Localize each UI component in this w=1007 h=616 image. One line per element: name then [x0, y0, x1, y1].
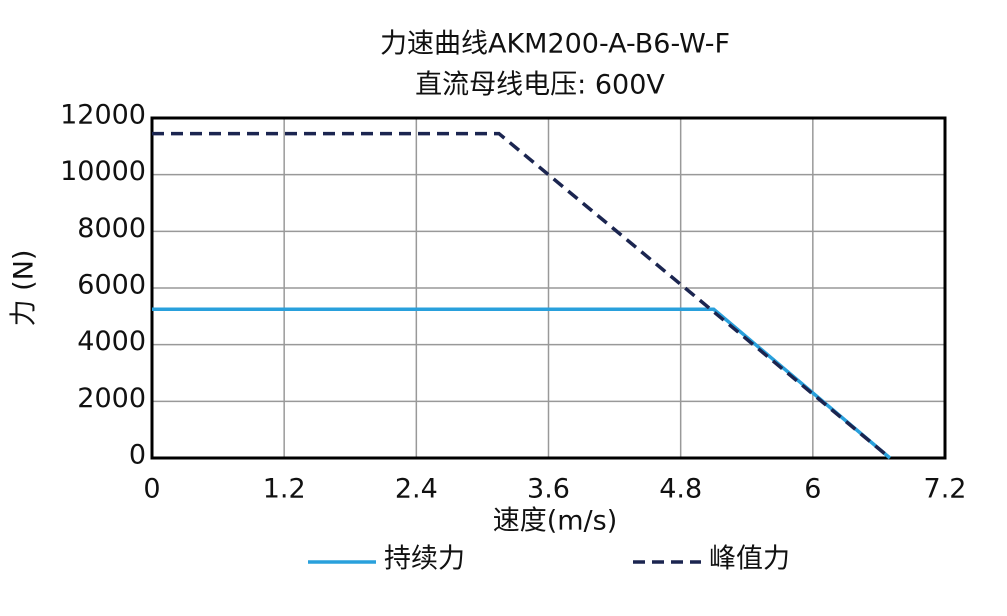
x-tick-label: 4.8: [659, 474, 702, 505]
y-tick-label: 8000: [77, 213, 146, 244]
y-tick-label: 10000: [60, 156, 146, 187]
x-tick-label: 0: [143, 474, 160, 505]
y-tick-label: 12000: [60, 100, 146, 131]
x-tick-label: 6: [804, 474, 821, 505]
series-line: [152, 307, 892, 460]
chart-subtitle: 直流母线电压: 600V: [415, 70, 665, 101]
y-axis-label: 力 (N): [9, 250, 40, 327]
x-tick-label: 7.2: [924, 474, 967, 505]
x-tick-label: 2.4: [395, 474, 438, 505]
legend-label: 峰值力: [709, 544, 790, 575]
y-tick-label: 2000: [77, 383, 146, 414]
legend-label: 持续力: [384, 544, 465, 575]
y-tick-label: 0: [129, 440, 146, 471]
x-tick-label: 1.2: [263, 474, 306, 505]
x-tick-label: 3.6: [527, 474, 570, 505]
series-line: [152, 131, 892, 460]
plot-frame: [150, 116, 947, 460]
x-axis-label: 速度(m/s): [493, 506, 618, 537]
chart-title: 力速曲线AKM200-A-B6-W-F: [380, 29, 730, 60]
y-tick-label: 6000: [77, 270, 146, 301]
y-tick-label: 4000: [77, 326, 146, 357]
